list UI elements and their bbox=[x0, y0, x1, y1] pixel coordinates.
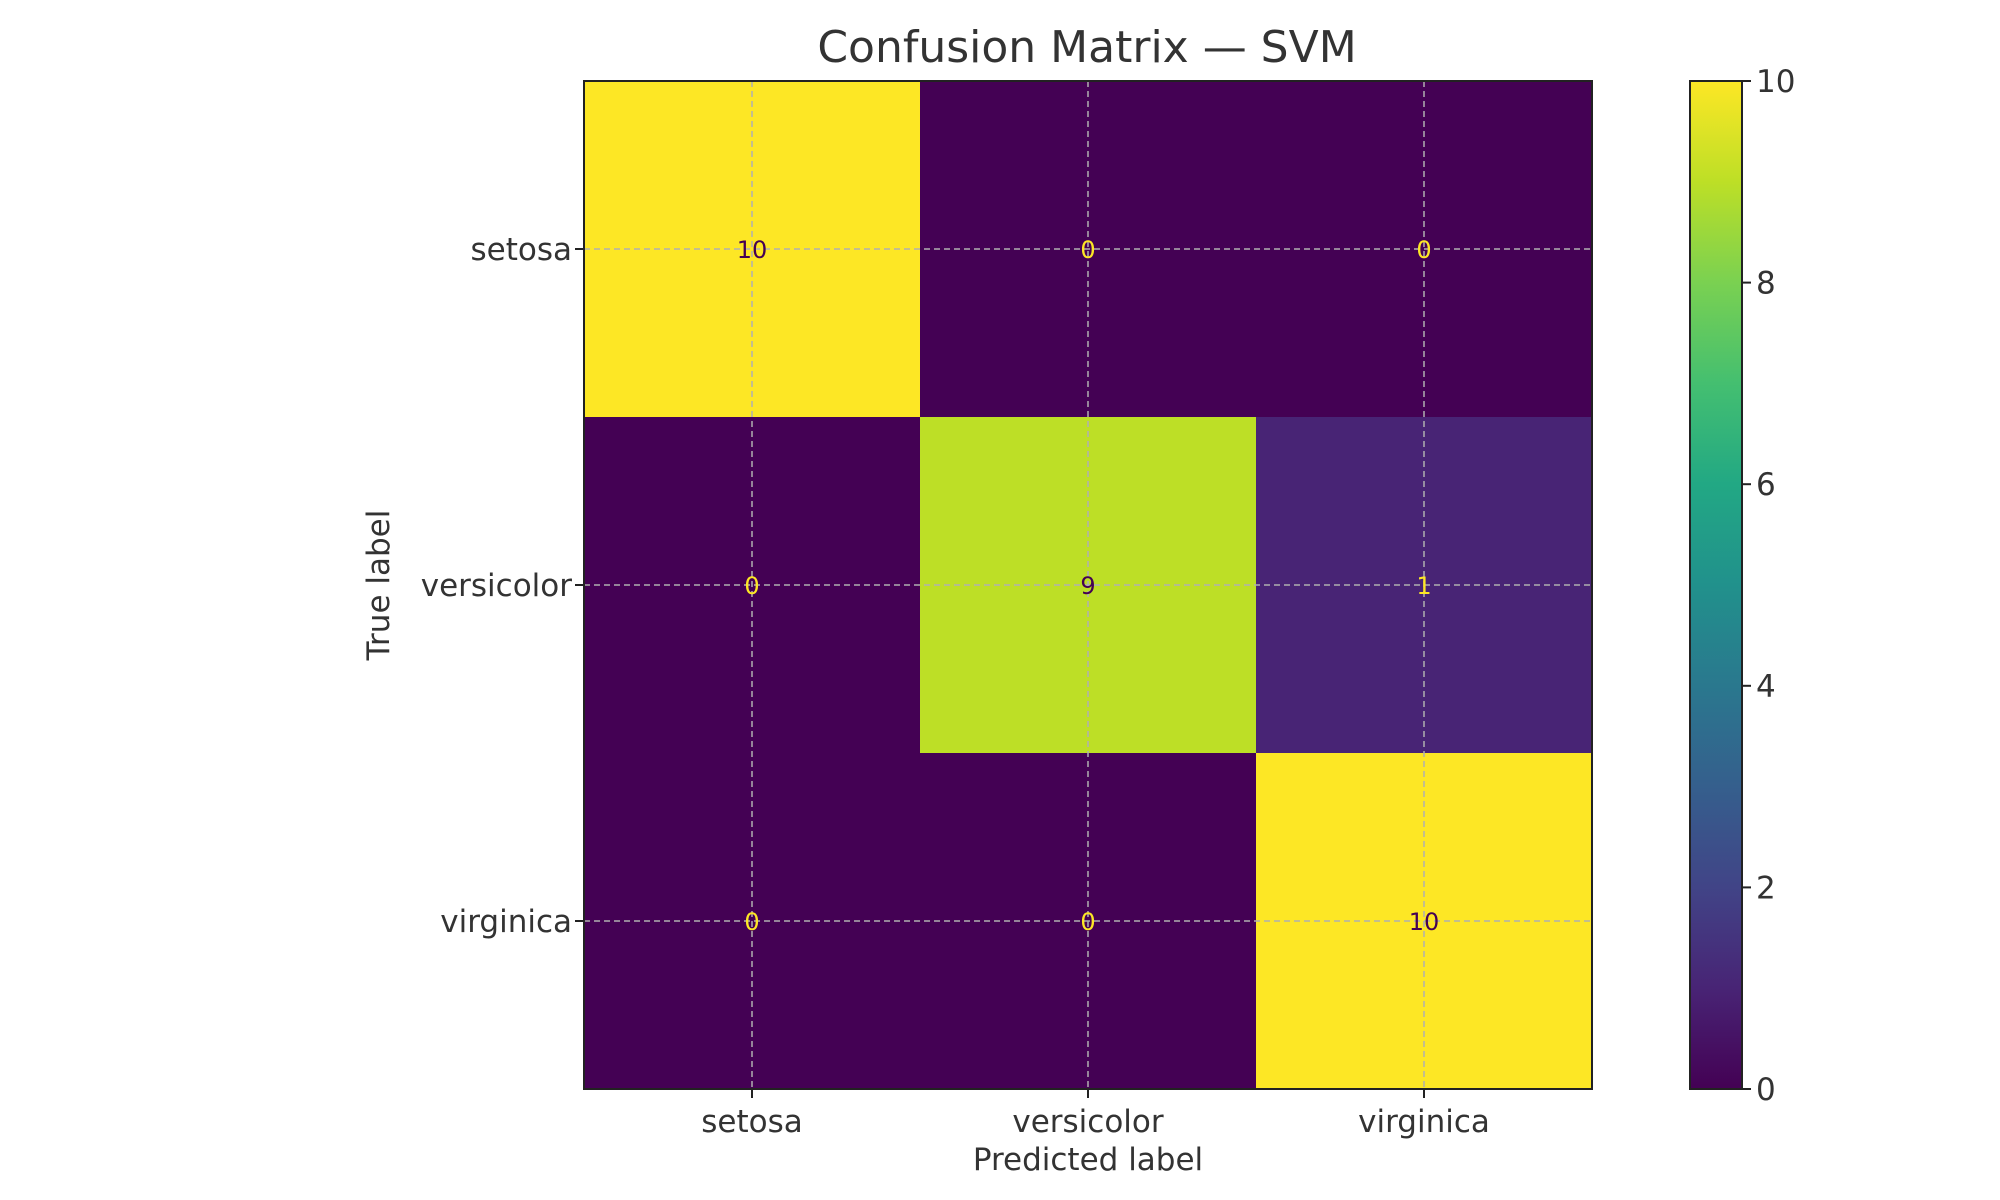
chart-title: Confusion Matrix — SVM bbox=[817, 22, 1356, 73]
cell-value-label: 0 bbox=[744, 572, 759, 600]
colorbar-tick-label: 0 bbox=[1756, 1072, 1776, 1108]
y-tick-label: versicolor bbox=[421, 568, 573, 604]
colorbar-ticks: 0 2 4 6 8 10 bbox=[1742, 64, 1795, 1108]
y-axis-label: True label bbox=[361, 510, 397, 662]
colorbar-tick-label: 10 bbox=[1756, 64, 1795, 100]
cell-values: 10 0 00 9 10 0 10 bbox=[737, 236, 1440, 936]
y-tick-label: virginica bbox=[440, 904, 572, 940]
cell-value-label: 1 bbox=[1416, 572, 1431, 600]
x-tick-label: setosa bbox=[701, 1104, 803, 1140]
x-axis-label: Predicted label bbox=[973, 1142, 1203, 1178]
colorbar bbox=[1689, 80, 1743, 1090]
cell-value-label: 9 bbox=[1080, 572, 1095, 600]
cell-value-label: 10 bbox=[737, 236, 768, 264]
x-tick-label: versicolor bbox=[1012, 1104, 1164, 1140]
colorbar-tick-label: 2 bbox=[1756, 870, 1776, 906]
cell-value-label: 0 bbox=[744, 908, 759, 936]
y-axis-ticks: setosa versicolor virginica bbox=[421, 232, 584, 940]
x-axis-ticks: setosa versicolor virginica bbox=[701, 1089, 1490, 1140]
cell-value-label: 0 bbox=[1416, 236, 1431, 264]
x-tick-label: virginica bbox=[1358, 1104, 1490, 1140]
y-tick-label: setosa bbox=[471, 232, 573, 268]
cell-value-label: 0 bbox=[1080, 908, 1095, 936]
gridlines bbox=[584, 81, 1592, 1089]
cell-value-label: 10 bbox=[1409, 908, 1440, 936]
colorbar-tick-label: 4 bbox=[1756, 669, 1776, 705]
colorbar-tick-label: 8 bbox=[1756, 266, 1776, 302]
cell-value-label: 0 bbox=[1080, 236, 1095, 264]
colorbar-tick-label: 6 bbox=[1756, 467, 1776, 503]
